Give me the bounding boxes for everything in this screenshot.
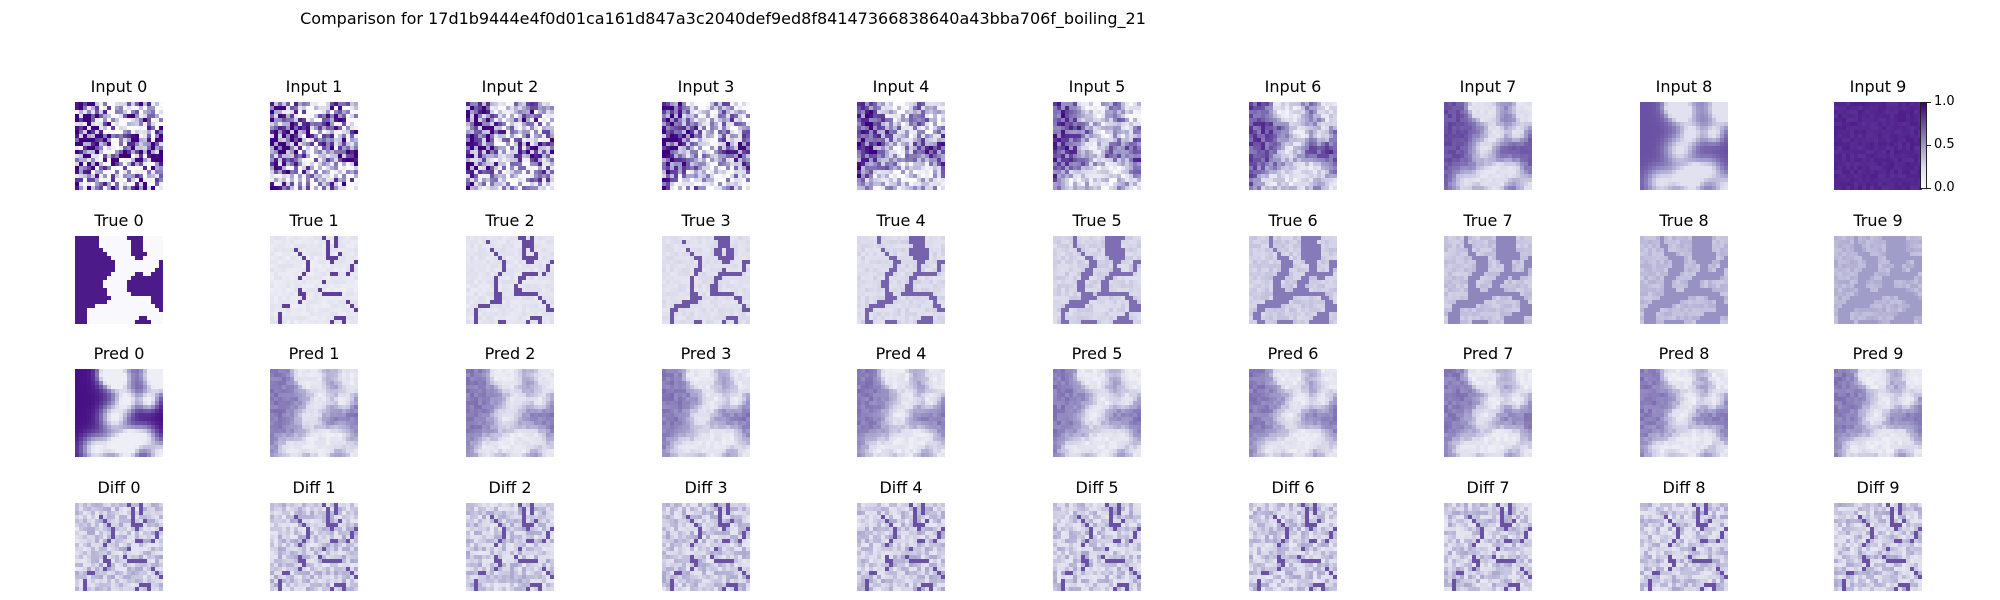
- panel-title-true-6: True 6: [1268, 211, 1318, 230]
- panel-title-input-8: Input 8: [1655, 77, 1713, 96]
- panel-title-diff-5: Diff 5: [1075, 478, 1119, 497]
- panel-title-true-2: True 2: [485, 211, 535, 230]
- heatmap-panel-input-5: [1053, 102, 1141, 190]
- heatmap-panel-true-9: [1834, 236, 1922, 324]
- panel-title-diff-8: Diff 8: [1662, 478, 1706, 497]
- panel-title-pred-6: Pred 6: [1267, 344, 1319, 363]
- panel-title-diff-3: Diff 3: [684, 478, 728, 497]
- heatmap-panel-true-2: [466, 236, 554, 324]
- panel-title-true-1: True 1: [289, 211, 339, 230]
- panel-title-pred-5: Pred 5: [1071, 344, 1123, 363]
- heatmap-panel-diff-1: [270, 503, 358, 591]
- heatmap-panel-true-7: [1444, 236, 1532, 324]
- heatmap-panel-pred-8: [1640, 369, 1728, 457]
- heatmap-panel-diff-8: [1640, 503, 1728, 591]
- panel-title-diff-9: Diff 9: [1856, 478, 1900, 497]
- colorbar-label-min: 0.0: [1934, 180, 1955, 195]
- panel-title-diff-4: Diff 4: [879, 478, 923, 497]
- panel-title-pred-1: Pred 1: [288, 344, 340, 363]
- panel-title-true-9: True 9: [1853, 211, 1903, 230]
- panel-title-input-3: Input 3: [677, 77, 735, 96]
- heatmap-panel-pred-5: [1053, 369, 1141, 457]
- heatmap-panel-true-5: [1053, 236, 1141, 324]
- panel-title-true-3: True 3: [681, 211, 731, 230]
- heatmap-panel-true-0: [75, 236, 163, 324]
- heatmap-panel-input-6: [1249, 102, 1337, 190]
- panel-title-diff-0: Diff 0: [97, 478, 141, 497]
- colorbar-label-mid: 0.5: [1934, 137, 1955, 152]
- panel-title-input-0: Input 0: [90, 77, 148, 96]
- heatmap-panel-diff-7: [1444, 503, 1532, 591]
- panel-title-input-2: Input 2: [481, 77, 539, 96]
- panel-title-input-1: Input 1: [285, 77, 343, 96]
- panel-title-true-5: True 5: [1072, 211, 1122, 230]
- panel-title-diff-2: Diff 2: [488, 478, 532, 497]
- panel-title-true-8: True 8: [1659, 211, 1709, 230]
- panel-title-pred-9: Pred 9: [1852, 344, 1904, 363]
- heatmap-panel-pred-6: [1249, 369, 1337, 457]
- panel-title-input-7: Input 7: [1459, 77, 1517, 96]
- heatmap-panel-true-4: [857, 236, 945, 324]
- panel-title-input-9: Input 9: [1849, 77, 1907, 96]
- panel-title-pred-4: Pred 4: [875, 344, 927, 363]
- panel-title-pred-8: Pred 8: [1658, 344, 1710, 363]
- colorbar-tick-mid: [1927, 145, 1931, 146]
- heatmap-panel-pred-4: [857, 369, 945, 457]
- heatmap-panel-pred-3: [662, 369, 750, 457]
- heatmap-panel-diff-3: [662, 503, 750, 591]
- panel-title-pred-0: Pred 0: [93, 344, 145, 363]
- colorbar: [1920, 102, 1927, 189]
- heatmap-panel-pred-1: [270, 369, 358, 457]
- heatmap-panel-pred-9: [1834, 369, 1922, 457]
- panel-title-diff-1: Diff 1: [292, 478, 336, 497]
- heatmap-panel-pred-2: [466, 369, 554, 457]
- heatmap-panel-diff-5: [1053, 503, 1141, 591]
- panel-title-pred-3: Pred 3: [680, 344, 732, 363]
- heatmap-panel-input-7: [1444, 102, 1532, 190]
- heatmap-panel-input-0: [75, 102, 163, 190]
- panel-title-input-4: Input 4: [872, 77, 930, 96]
- panel-title-true-7: True 7: [1463, 211, 1513, 230]
- heatmap-panel-true-6: [1249, 236, 1337, 324]
- heatmap-panel-diff-6: [1249, 503, 1337, 591]
- heatmap-panel-true-3: [662, 236, 750, 324]
- panel-title-pred-7: Pred 7: [1462, 344, 1514, 363]
- heatmap-panel-diff-9: [1834, 503, 1922, 591]
- panel-title-diff-7: Diff 7: [1466, 478, 1510, 497]
- panel-title-input-5: Input 5: [1068, 77, 1126, 96]
- heatmap-panel-diff-4: [857, 503, 945, 591]
- heatmap-panel-input-9: [1834, 102, 1922, 190]
- heatmap-panel-pred-0: [75, 369, 163, 457]
- heatmap-panel-true-8: [1640, 236, 1728, 324]
- panel-title-diff-6: Diff 6: [1271, 478, 1315, 497]
- figure-title: Comparison for 17d1b9444e4f0d01ca161d847…: [300, 9, 1146, 28]
- panel-title-pred-2: Pred 2: [484, 344, 536, 363]
- panel-title-true-4: True 4: [876, 211, 926, 230]
- heatmap-panel-input-3: [662, 102, 750, 190]
- colorbar-tick-bottom: [1927, 188, 1931, 189]
- colorbar-label-max: 1.0: [1934, 94, 1955, 109]
- heatmap-panel-input-2: [466, 102, 554, 190]
- panel-title-input-6: Input 6: [1264, 77, 1322, 96]
- heatmap-panel-input-4: [857, 102, 945, 190]
- heatmap-panel-input-8: [1640, 102, 1728, 190]
- heatmap-panel-diff-0: [75, 503, 163, 591]
- heatmap-panel-input-1: [270, 102, 358, 190]
- heatmap-panel-diff-2: [466, 503, 554, 591]
- heatmap-panel-pred-7: [1444, 369, 1532, 457]
- heatmap-panel-true-1: [270, 236, 358, 324]
- panel-title-true-0: True 0: [94, 211, 144, 230]
- colorbar-tick-top: [1927, 102, 1931, 103]
